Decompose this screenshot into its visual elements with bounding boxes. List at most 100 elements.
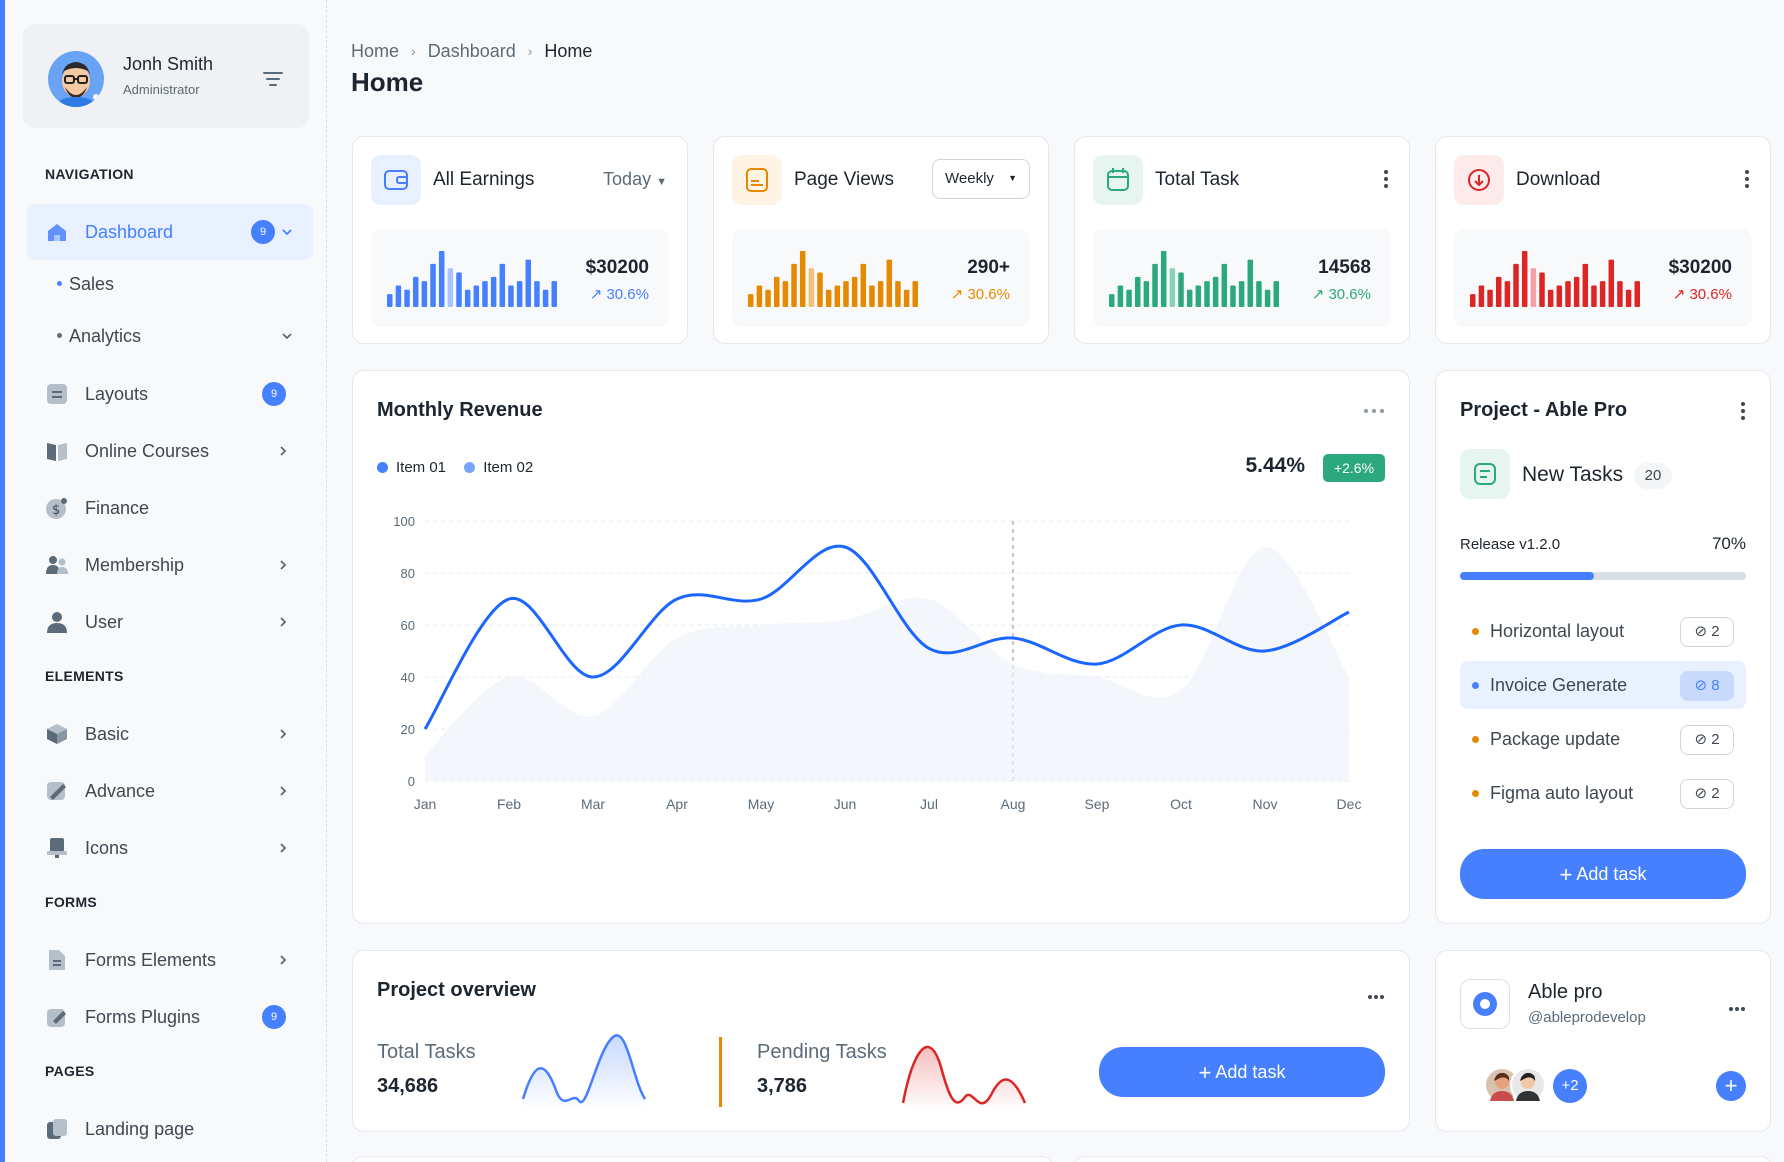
task-item[interactable]: Package update ⊘ 2 xyxy=(1460,715,1746,763)
bar xyxy=(748,294,754,307)
bar xyxy=(1599,281,1606,307)
chevron-right-icon xyxy=(275,840,291,856)
legend-item-1[interactable]: Item 01 xyxy=(396,459,447,476)
chevron-down-icon[interactable] xyxy=(279,224,295,240)
revenue-line-chart: 0 20 40 60 80 100 Jan Feb Mar Apr May Jun Jul Aug Sep O… xyxy=(393,514,1361,812)
bar xyxy=(1504,281,1511,307)
bar xyxy=(482,281,488,307)
legend-item-2[interactable]: Item 02 xyxy=(483,459,534,476)
stat-title: Total Task xyxy=(1155,169,1240,190)
chevron-right-icon: › xyxy=(527,43,533,60)
stat-value: $30200 xyxy=(585,257,649,278)
bar xyxy=(525,259,532,307)
bar xyxy=(1169,268,1176,307)
series-item-01-line xyxy=(423,544,1350,730)
sidebar-item-finance[interactable]: $ Finance xyxy=(27,480,313,536)
release-progress-bar xyxy=(1460,572,1746,580)
bar xyxy=(1582,263,1589,307)
book-icon xyxy=(45,440,69,462)
bar xyxy=(387,294,393,307)
sidebar-item-dashboard[interactable]: Dashboard 9 xyxy=(27,204,313,260)
add-member-button[interactable]: + xyxy=(1716,1071,1746,1101)
forms-plugins-count-badge: 9 xyxy=(262,1005,286,1029)
legend-marker xyxy=(377,461,388,473)
x-tick-label: May xyxy=(748,796,774,812)
task-item[interactable]: Figma auto layout ⊘ 2 xyxy=(1460,769,1746,817)
link-icon: ⊘ xyxy=(1694,623,1708,640)
sidebar-subitem-sales[interactable]: Sales xyxy=(57,274,114,295)
wallet-icon xyxy=(371,155,421,205)
breadcrumb-dashboard[interactable]: Dashboard xyxy=(427,40,516,61)
sidebar-item-layouts[interactable]: Layouts 9 xyxy=(27,366,313,422)
plus-icon: + xyxy=(1724,1073,1738,1098)
sidebar-item-online-courses[interactable]: Online Courses xyxy=(27,423,313,479)
avatar[interactable] xyxy=(1510,1067,1546,1103)
breadcrumb-current: Home xyxy=(544,40,593,61)
bar xyxy=(1521,251,1528,307)
more-horizontal-icon[interactable] xyxy=(1367,987,1385,1005)
sidebar-item-advance[interactable]: Advance xyxy=(27,763,313,819)
sidebar-item-user[interactable]: User xyxy=(27,594,313,650)
x-tick-label: Feb xyxy=(497,796,521,812)
add-task-button[interactable]: + Add task xyxy=(1460,849,1746,899)
sidebar-item-landing-page[interactable]: Landing page xyxy=(27,1101,313,1157)
bar-chart xyxy=(748,251,918,307)
period-dropdown[interactable]: Weekly ▼ xyxy=(932,159,1030,199)
stat-title: All Earnings xyxy=(433,169,535,190)
bar xyxy=(1247,259,1254,307)
chevron-down-icon[interactable] xyxy=(279,328,295,349)
bar xyxy=(421,281,428,307)
attachment-count: ⊘ 8 xyxy=(1680,671,1734,701)
plus-icon: + xyxy=(1198,1060,1212,1085)
sidebar-item-membership[interactable]: Membership xyxy=(27,537,313,593)
stat-card-download: Download $30200 ↗ 30.6% xyxy=(1435,136,1771,344)
nav-section-elements: ELEMENTS xyxy=(45,668,124,684)
bar xyxy=(534,281,540,307)
avatar[interactable] xyxy=(48,51,104,107)
chevron-right-icon xyxy=(275,443,291,459)
bar xyxy=(756,285,763,307)
more-horizontal-icon[interactable] xyxy=(1363,401,1385,419)
stat-card-total-task: Total Task 14568 ↗ 30.6% xyxy=(1074,136,1410,344)
able-name: Able pro xyxy=(1528,981,1603,1003)
bar xyxy=(912,281,918,307)
more-vertical-icon[interactable] xyxy=(1744,169,1750,189)
x-tick-label: Jun xyxy=(834,796,857,812)
sidebar-item-icons[interactable]: Icons xyxy=(27,820,313,876)
bar xyxy=(1625,289,1632,307)
document-icon xyxy=(732,155,782,205)
more-horizontal-icon[interactable] xyxy=(1728,999,1746,1017)
task-item[interactable]: Horizontal layout ⊘ 2 xyxy=(1460,607,1746,655)
more-vertical-icon[interactable] xyxy=(1740,401,1746,426)
filter-icon[interactable] xyxy=(258,64,288,94)
more-vertical-icon[interactable] xyxy=(1383,169,1389,189)
caret-down-icon: ▼ xyxy=(1008,173,1017,183)
chevron-right-icon xyxy=(275,726,291,742)
bar xyxy=(765,289,771,307)
release-progress-fill xyxy=(1460,572,1595,580)
sidebar-item-forms-plugins[interactable]: Forms Plugins 9 xyxy=(27,989,313,1045)
bar xyxy=(1212,276,1219,307)
task-item[interactable]: Invoice Generate ⊘ 8 xyxy=(1460,661,1746,709)
user-icon xyxy=(45,611,69,633)
user-card[interactable]: Jonh Smith Administrator xyxy=(23,24,309,128)
stat-change: ↗ 30.6% xyxy=(589,286,649,303)
sidebar-item-forms-elements[interactable]: Forms Elements xyxy=(27,932,313,988)
nav-section-forms: FORMS xyxy=(45,894,98,910)
sidebar-item-basic[interactable]: Basic xyxy=(27,706,313,762)
more-members-badge[interactable]: +2 xyxy=(1553,1069,1587,1103)
revenue-percent: 5.44% xyxy=(1245,454,1305,477)
attachment-count: ⊘ 2 xyxy=(1680,779,1734,809)
layout-icon xyxy=(45,383,69,405)
breadcrumb-home[interactable]: Home xyxy=(351,40,400,61)
add-task-button[interactable]: + Add task xyxy=(1099,1047,1385,1097)
period-dropdown[interactable]: Today ▼ xyxy=(603,169,667,189)
dollar-icon: $ xyxy=(45,497,69,519)
release-percent: 70% xyxy=(1711,534,1746,553)
x-tick-label: Sep xyxy=(1085,796,1110,812)
bar xyxy=(886,259,893,307)
sidebar-subitem-analytics[interactable]: Analytics xyxy=(57,326,141,347)
stat-change: ↗ 30.6% xyxy=(950,286,1010,303)
x-tick-label: Nov xyxy=(1253,796,1278,812)
bar xyxy=(1565,281,1571,307)
